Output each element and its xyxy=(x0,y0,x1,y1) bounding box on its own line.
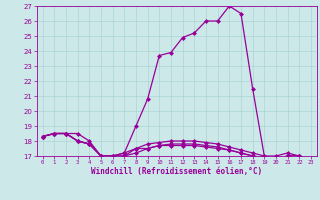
X-axis label: Windchill (Refroidissement éolien,°C): Windchill (Refroidissement éolien,°C) xyxy=(91,167,262,176)
